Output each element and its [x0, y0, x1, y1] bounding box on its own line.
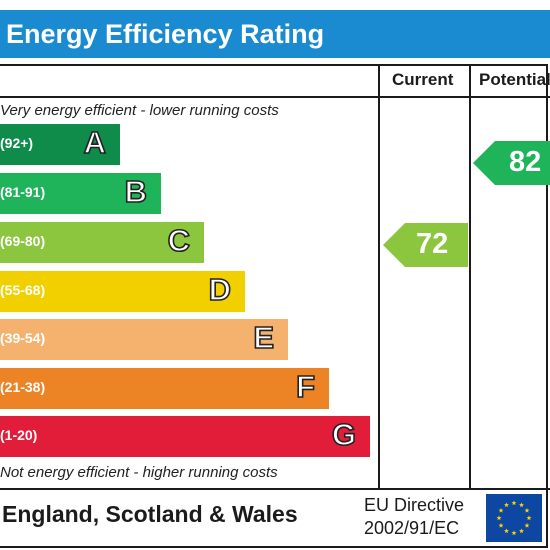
bottom-note: Not energy efficient - higher running co… [0, 464, 278, 481]
header-bar: Energy Efficiency Rating [0, 10, 550, 58]
band-a: (92+) A [0, 124, 120, 165]
eu-flag-star [511, 530, 517, 536]
rating-value: 82 [509, 146, 542, 178]
band-e: (39-54) E [0, 319, 288, 360]
eu-flag-star [498, 522, 504, 528]
eu-flag-star [498, 507, 504, 513]
footer-row-divider [0, 488, 550, 490]
current-column-header: Current [392, 70, 454, 89]
band-range-label: (55-68) [0, 282, 46, 298]
band-range-label: (81-91) [0, 184, 46, 200]
band-letter-label: C [167, 222, 191, 259]
footer-country: England, Scotland & Wales [2, 501, 298, 527]
band-letter-label: D [208, 271, 232, 308]
eu-directive-label: EU Directive [364, 495, 465, 515]
band-d: (55-68) D [0, 271, 245, 312]
header-row-divider [0, 96, 550, 98]
band-range-label: (69-80) [0, 233, 46, 249]
chart-title: Energy Efficiency Rating [6, 19, 325, 49]
band-range-label: (92+) [0, 135, 34, 151]
rating-arrow-shape [383, 223, 468, 267]
band-letter-label: F [295, 368, 316, 405]
potential-column-header: Potential [479, 70, 550, 89]
eu-flag-star [524, 522, 530, 528]
current-column-divider [378, 64, 380, 490]
band-letter-label: A [83, 124, 107, 161]
eu-flag-icon [486, 494, 542, 542]
rating-value: 72 [416, 228, 449, 260]
band-f: (21-38) F [0, 368, 329, 409]
band-letter-label: E [253, 319, 275, 356]
band-letter-label: B [124, 173, 148, 210]
rating-arrow-shape [473, 141, 550, 185]
potential-rating-arrow: 82 [473, 141, 550, 185]
potential-column-divider [469, 64, 471, 490]
band-range-label: (1-20) [0, 427, 38, 443]
eu-flag-star [519, 502, 524, 508]
top-note: Very energy efficient - lower running co… [0, 102, 279, 119]
eu-flag-star [524, 507, 530, 513]
band-letter-label: G [331, 416, 357, 453]
eu-flag-star [496, 515, 502, 521]
eu-flag-star [504, 528, 509, 534]
band-range-label: (21-38) [0, 379, 46, 395]
band-g: (1-20) G [0, 416, 370, 457]
eu-directive-number: 2002/91/EC [364, 518, 460, 538]
band-b: (81-91) B [0, 173, 161, 214]
eu-flag-star [519, 528, 524, 534]
band-range-label: (39-54) [0, 330, 46, 346]
current-rating-arrow: 72 [383, 223, 468, 267]
eu-flag-star [511, 500, 517, 506]
eu-flag-star [526, 515, 532, 521]
rating-frame [0, 64, 548, 548]
eu-flag-star [504, 502, 509, 508]
band-c: (69-80) C [0, 222, 204, 263]
